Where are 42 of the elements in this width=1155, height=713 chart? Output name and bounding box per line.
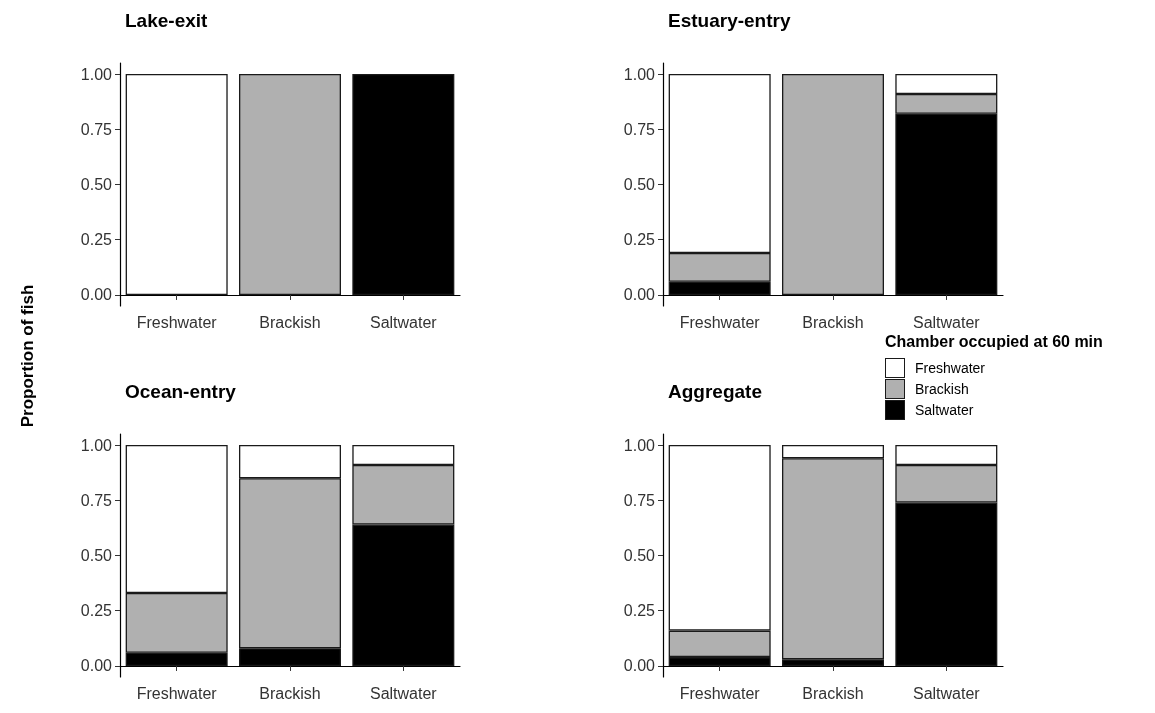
legend-label: Freshwater [915,359,986,376]
x-tick-label: Saltwater [369,684,438,702]
y-tick-label: 0.25 [80,602,113,620]
y-tick-label: 1.00 [623,65,656,83]
y-tick-label: 0.75 [623,491,656,509]
y-tick-label: 0.25 [623,231,656,249]
x-tick-label: Freshwater [679,684,761,702]
chart-title: Aggregate [668,381,762,402]
y-tick-label: 0.50 [80,176,113,193]
y-tick-label: 0.50 [80,547,113,564]
x-tick-label: Brackish [259,684,321,702]
x-tick-label: Brackish [802,313,864,331]
y-tick-label: 0.75 [80,120,113,138]
chart-title: Lake-exit [125,10,209,31]
legend-title: Chamber occupied at 60 min [885,333,1103,351]
x-tick-label: Freshwater [136,313,218,331]
y-tick-label: 1.00 [623,436,656,454]
x-tick-label: Freshwater [136,684,218,702]
chart-title: Ocean-entry [125,381,237,402]
y-tick-label: 0.50 [623,176,656,193]
y-tick-label: 0.00 [80,657,113,675]
legend-label: Saltwater [915,401,974,418]
y-tick-label: 0.00 [80,286,113,304]
x-tick-label: Saltwater [369,313,438,331]
chart-title: Estuary-entry [668,10,791,31]
legend-label: Brackish [915,380,969,397]
x-tick-label: Brackish [259,313,321,331]
y-tick-label: 0.00 [623,286,656,304]
y-tick-label: 1.00 [80,65,113,83]
y-tick-label: 0.00 [623,657,656,675]
x-tick-label: Saltwater [912,313,981,331]
y-tick-label: 1.00 [80,436,113,454]
y-axis-title: Proportion of fish [18,284,38,428]
y-tick-label: 0.75 [623,120,656,138]
y-tick-label: 0.25 [623,602,656,620]
bar [782,74,884,295]
x-tick-label: Freshwater [679,313,761,331]
x-tick-label: Saltwater [912,684,981,702]
x-tick-label: Brackish [802,684,864,702]
y-tick-label: 0.50 [623,547,656,564]
y-tick-label: 0.75 [80,491,113,509]
y-tick-label: 0.25 [80,231,113,249]
